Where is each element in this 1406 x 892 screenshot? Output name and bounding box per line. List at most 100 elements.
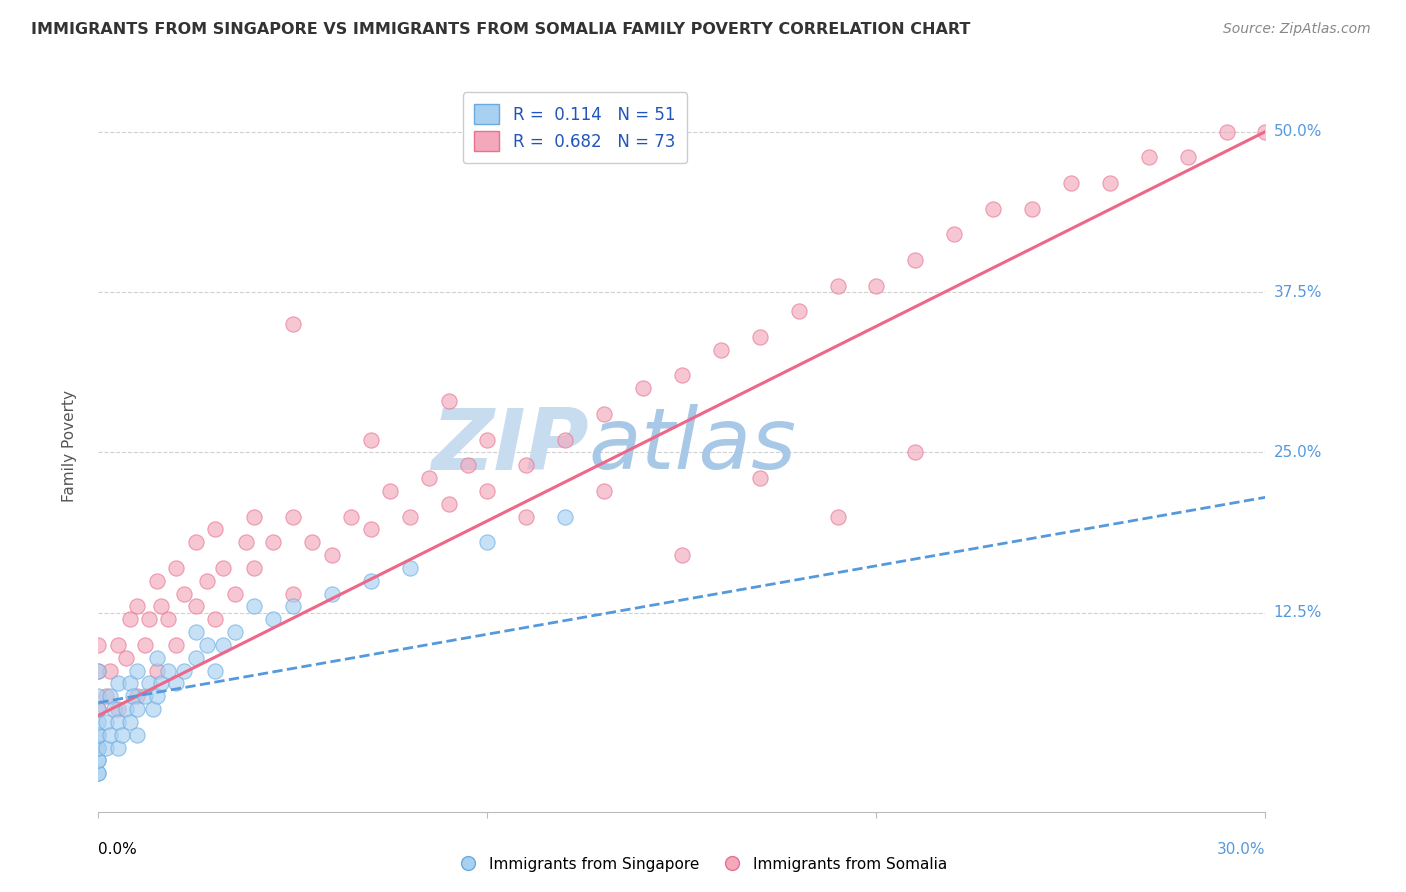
Point bbox=[593, 407, 616, 421]
Point bbox=[477, 433, 499, 447]
Point bbox=[114, 650, 136, 665]
Point bbox=[515, 509, 537, 524]
Point bbox=[360, 433, 382, 447]
Point bbox=[87, 766, 110, 780]
Point bbox=[281, 586, 304, 600]
Point bbox=[114, 702, 136, 716]
Point bbox=[127, 599, 149, 614]
Point bbox=[98, 664, 121, 678]
Text: ZIP: ZIP bbox=[430, 404, 589, 488]
Point bbox=[398, 561, 420, 575]
Point bbox=[204, 664, 226, 678]
Point bbox=[107, 638, 129, 652]
Point bbox=[224, 625, 246, 640]
Point bbox=[748, 471, 770, 485]
Point bbox=[262, 612, 284, 626]
Point bbox=[281, 317, 304, 331]
Point bbox=[87, 664, 110, 678]
Point bbox=[107, 714, 129, 729]
Text: 0.0%: 0.0% bbox=[98, 842, 138, 857]
Point bbox=[87, 740, 110, 755]
Point bbox=[212, 638, 235, 652]
Point bbox=[87, 702, 110, 716]
Point bbox=[554, 433, 576, 447]
Point bbox=[87, 638, 110, 652]
Text: 25.0%: 25.0% bbox=[1274, 445, 1322, 460]
Point bbox=[321, 548, 343, 562]
Point bbox=[212, 561, 235, 575]
Point bbox=[111, 728, 134, 742]
Point bbox=[134, 690, 156, 704]
Point bbox=[981, 202, 1004, 216]
Point bbox=[243, 599, 266, 614]
Point bbox=[146, 690, 169, 704]
Point bbox=[87, 664, 110, 678]
Text: 30.0%: 30.0% bbox=[1218, 842, 1265, 857]
Point bbox=[184, 535, 207, 549]
Point bbox=[235, 535, 257, 549]
Point bbox=[134, 638, 156, 652]
Point bbox=[380, 483, 402, 498]
Text: IMMIGRANTS FROM SINGAPORE VS IMMIGRANTS FROM SOMALIA FAMILY POVERTY CORRELATION : IMMIGRANTS FROM SINGAPORE VS IMMIGRANTS … bbox=[31, 22, 970, 37]
Point bbox=[87, 714, 110, 729]
Point bbox=[146, 664, 169, 678]
Point bbox=[107, 676, 129, 690]
Point bbox=[787, 304, 810, 318]
Point bbox=[98, 690, 121, 704]
Point bbox=[1177, 150, 1199, 164]
Point bbox=[301, 535, 323, 549]
Point bbox=[195, 638, 218, 652]
Point bbox=[1060, 176, 1083, 190]
Point bbox=[204, 612, 226, 626]
Point bbox=[165, 638, 187, 652]
Point bbox=[87, 766, 110, 780]
Point bbox=[146, 574, 169, 588]
Point bbox=[138, 612, 160, 626]
Point bbox=[173, 664, 195, 678]
Legend: Immigrants from Singapore, Immigrants from Somalia: Immigrants from Singapore, Immigrants fr… bbox=[451, 848, 955, 880]
Point bbox=[360, 523, 382, 537]
Point bbox=[87, 702, 110, 716]
Point bbox=[243, 561, 266, 575]
Point bbox=[262, 535, 284, 549]
Point bbox=[554, 509, 576, 524]
Legend: R =  0.114   N = 51, R =  0.682   N = 73: R = 0.114 N = 51, R = 0.682 N = 73 bbox=[463, 92, 688, 163]
Point bbox=[1021, 202, 1043, 216]
Point bbox=[107, 740, 129, 755]
Point bbox=[87, 690, 110, 704]
Point bbox=[1215, 125, 1237, 139]
Point bbox=[184, 625, 207, 640]
Point bbox=[107, 702, 129, 716]
Point bbox=[710, 343, 733, 357]
Point bbox=[122, 690, 145, 704]
Point bbox=[157, 664, 180, 678]
Point bbox=[457, 458, 479, 473]
Point bbox=[103, 702, 125, 716]
Point bbox=[748, 330, 770, 344]
Point bbox=[631, 381, 654, 395]
Point bbox=[477, 483, 499, 498]
Point bbox=[593, 483, 616, 498]
Point bbox=[904, 445, 927, 459]
Point bbox=[865, 278, 887, 293]
Point bbox=[437, 497, 460, 511]
Point bbox=[477, 535, 499, 549]
Point bbox=[398, 509, 420, 524]
Point bbox=[173, 586, 195, 600]
Point bbox=[243, 509, 266, 524]
Point bbox=[184, 650, 207, 665]
Point bbox=[184, 599, 207, 614]
Point bbox=[87, 728, 110, 742]
Point bbox=[87, 753, 110, 767]
Point bbox=[827, 509, 849, 524]
Y-axis label: Family Poverty: Family Poverty bbox=[62, 390, 77, 502]
Point bbox=[195, 574, 218, 588]
Point bbox=[96, 690, 118, 704]
Point bbox=[87, 728, 110, 742]
Point bbox=[96, 714, 118, 729]
Point bbox=[360, 574, 382, 588]
Text: Source: ZipAtlas.com: Source: ZipAtlas.com bbox=[1223, 22, 1371, 37]
Point bbox=[340, 509, 363, 524]
Point bbox=[827, 278, 849, 293]
Point bbox=[98, 728, 121, 742]
